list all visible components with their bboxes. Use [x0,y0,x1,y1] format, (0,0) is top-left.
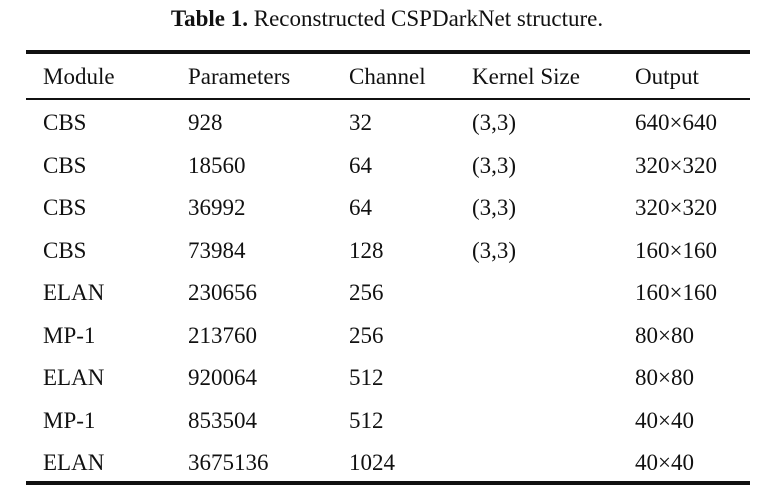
header-channel: Channel [349,63,426,89]
table-row: ELAN 230656 256 160×160 [26,272,750,315]
table-header-row: Module Parameters Channel Kernel Size Ou… [26,54,750,100]
table-bottom-rule [26,481,750,485]
table-caption-label: Table 1. [170,6,248,31]
header-output: Output [635,63,699,89]
table-row: MP-1 853504 512 40×40 [26,400,750,443]
cell-parameters: 853504 [188,407,257,433]
table-top-rule [26,50,750,54]
cell-parameters: 73984 [188,237,246,263]
cell-module: CBS [43,152,87,178]
cell-kernel-size: (3,3) [472,152,517,178]
header-module: Module [43,63,115,89]
cell-parameters: 230656 [188,280,257,306]
cell-channel: 64 [349,195,372,221]
cell-module: CBS [43,110,87,136]
cell-output: 320×320 [635,152,717,178]
cell-module: ELAN [43,450,105,476]
table-row: CBS 928 32 (3,3) 640×640 [26,100,750,145]
table-row: CBS 18560 64 (3,3) 320×320 [26,145,750,188]
cell-output: 320×320 [635,195,717,221]
cell-channel: 512 [349,365,384,391]
cell-channel: 64 [349,152,372,178]
cell-module: ELAN [43,365,105,391]
cell-parameters: 928 [188,110,223,136]
cell-module: MP-1 [43,407,96,433]
cell-output: 40×40 [635,407,694,433]
header-parameters: Parameters [188,63,291,89]
cell-module: ELAN [43,280,105,306]
cell-kernel-size [472,357,635,400]
cell-output: 80×80 [635,365,694,391]
cell-parameters: 3675136 [188,450,269,476]
cell-kernel-size [472,400,635,443]
data-table: Module Parameters Channel Kernel Size Ou… [26,54,750,485]
cell-output: 160×160 [635,280,717,306]
cell-output: 80×80 [635,322,694,348]
table-row: ELAN 3675136 1024 40×40 [26,442,750,485]
table-body: CBS 928 32 (3,3) 640×640 CBS 18560 64 (3… [26,100,750,485]
cell-output: 40×40 [635,450,694,476]
cell-parameters: 920064 [188,365,257,391]
table-caption-text: Reconstructed CSPDarkNet structure. [247,6,604,31]
cell-kernel-size: (3,3) [472,195,517,221]
table-row: MP-1 213760 256 80×80 [26,315,750,358]
cell-kernel-size [472,272,635,315]
cell-output: 640×640 [635,110,717,136]
header-kernel-size: Kernel Size [472,63,580,89]
cell-channel: 32 [349,110,372,136]
cell-channel: 256 [349,322,384,348]
cell-parameters: 36992 [188,195,246,221]
cell-kernel-size [472,442,635,485]
cell-kernel-size [472,315,635,358]
table-header-rule [26,98,750,100]
table-row: CBS 73984 128 (3,3) 160×160 [26,230,750,273]
cell-channel: 512 [349,407,384,433]
cell-parameters: 18560 [188,152,246,178]
cell-channel: 1024 [349,450,395,476]
cell-kernel-size: (3,3) [472,110,517,136]
table-caption: Table 1. Reconstructed CSPDarkNet struct… [0,5,774,33]
cell-channel: 128 [349,237,384,263]
cell-module: CBS [43,237,87,263]
cell-module: CBS [43,195,87,221]
table-row: ELAN 920064 512 80×80 [26,357,750,400]
cell-kernel-size: (3,3) [472,237,517,263]
cell-module: MP-1 [43,322,96,348]
cell-parameters: 213760 [188,322,257,348]
cell-channel: 256 [349,280,384,306]
cell-output: 160×160 [635,237,717,263]
table-row: CBS 36992 64 (3,3) 320×320 [26,187,750,230]
